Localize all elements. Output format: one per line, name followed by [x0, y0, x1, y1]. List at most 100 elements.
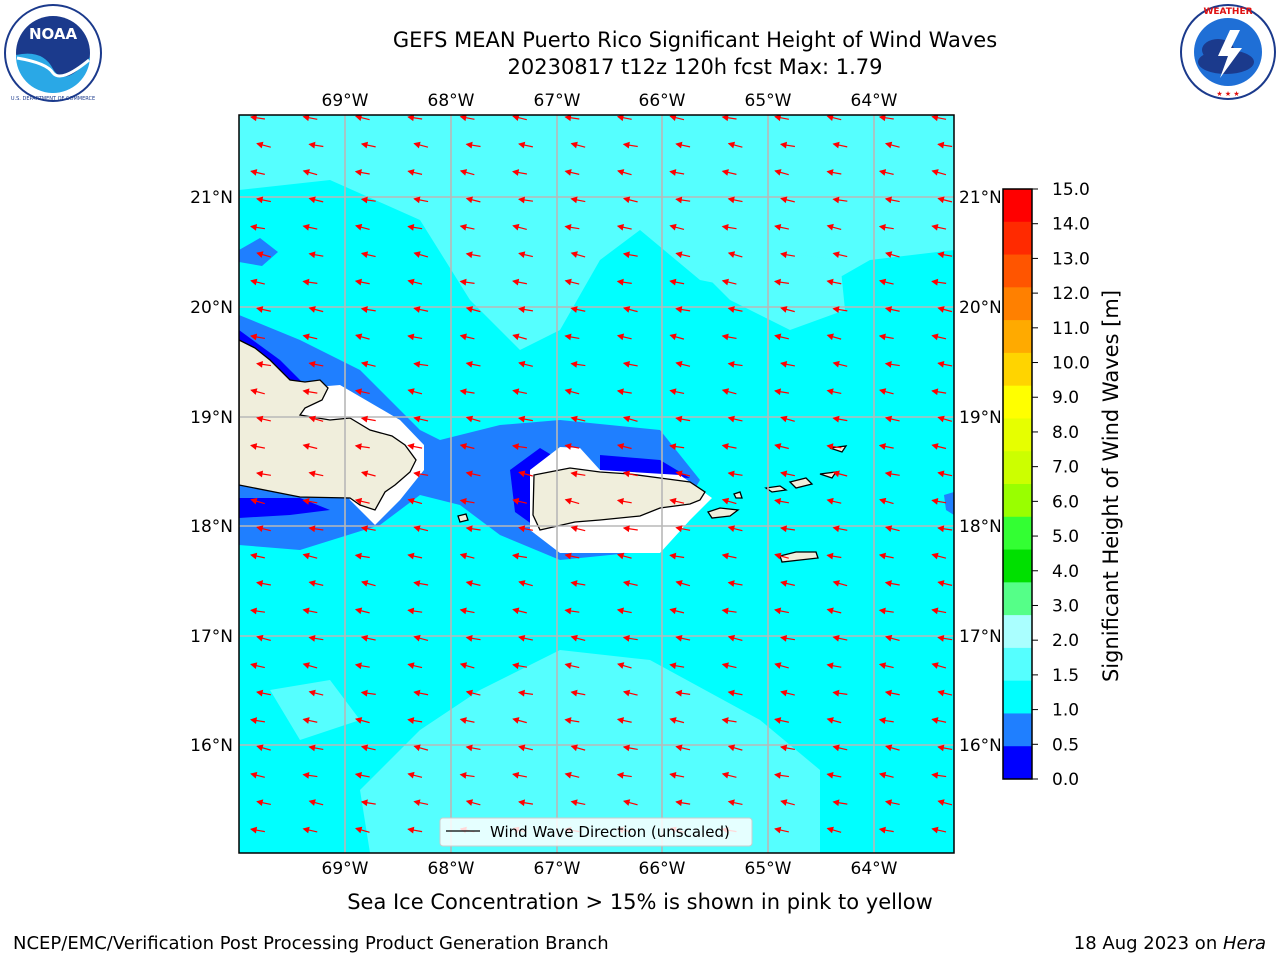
colorbar-tick-label: 7.0 [1052, 458, 1079, 478]
wave-direction-arrow [622, 196, 638, 204]
wave-direction-arrow [360, 799, 376, 807]
svg-text:WEATHER: WEATHER [1203, 7, 1252, 17]
wave-direction-arrow [413, 525, 429, 532]
lon-label: 67°W [534, 859, 581, 879]
wave-direction-arrow [616, 497, 632, 505]
wave-direction-arrow [780, 689, 795, 697]
wave-direction-arrow [622, 799, 638, 806]
wave-direction-arrow [407, 333, 423, 341]
wave-direction-arrow [884, 306, 900, 313]
wave-direction-arrow [465, 744, 481, 752]
wave-direction-arrow [308, 196, 324, 204]
wave-direction-arrow [354, 443, 370, 450]
wave-direction-arrow [832, 306, 848, 313]
wave-direction-arrow [878, 607, 894, 615]
lon-label: 66°W [639, 859, 686, 879]
wave-direction-arrow [459, 388, 475, 396]
wave-direction-arrow [302, 169, 318, 176]
wave-direction-arrow [465, 580, 481, 587]
wave-direction-arrow [878, 223, 894, 231]
wave-direction-arrow [774, 388, 790, 396]
colorbar-tick-label: 3.0 [1052, 596, 1079, 616]
wave-direction-arrow [256, 525, 271, 532]
wave-direction-arrow [512, 169, 527, 176]
legend-label: Wind Wave Direction (unscaled) [490, 823, 730, 841]
wave-direction-arrow [354, 223, 370, 231]
wave-direction-arrow [832, 360, 848, 368]
wave-direction-arrow [780, 744, 795, 752]
wave-direction-arrow [570, 361, 586, 368]
wave-direction-arrow [407, 662, 423, 669]
wave-direction-arrow [931, 443, 947, 450]
wave-direction-arrow [675, 580, 691, 587]
wave-direction-arrow [623, 415, 638, 423]
lat-label: 21°N [959, 188, 1000, 208]
wave-direction-arrow [727, 799, 743, 807]
wave-direction-arrow [407, 552, 423, 560]
wave-direction-arrow [774, 169, 789, 176]
wave-direction-arrow [780, 251, 795, 259]
footer-host: Hera [1222, 933, 1266, 954]
wave-direction-arrow [465, 196, 481, 204]
wave-direction-arrow [931, 772, 947, 779]
wave-direction-arrow [937, 251, 953, 259]
wave-direction-arrow [465, 799, 481, 806]
wave-direction-arrow [780, 634, 796, 642]
colorbar-segment [1003, 484, 1032, 518]
wave-direction-arrow [721, 497, 737, 505]
wave-direction-arrow [622, 251, 638, 259]
wave-direction-arrow [360, 141, 376, 149]
wave-direction-arrow [622, 360, 638, 368]
wave-direction-arrow [832, 196, 848, 204]
wave-direction-arrow [354, 771, 370, 779]
wave-direction-arrow [878, 115, 894, 122]
wave-direction-arrow [360, 470, 376, 478]
wave-direction-arrow [931, 662, 947, 669]
wave-direction-arrow [512, 771, 527, 779]
wave-direction-arrow [773, 278, 790, 286]
wave-direction-arrow [826, 443, 842, 450]
wave-direction-arrow [465, 470, 481, 478]
lat-label: 20°N [959, 298, 1000, 318]
wave-direction-arrow [250, 771, 265, 779]
wave-direction-arrow [721, 662, 737, 669]
colorbar-segment [1003, 516, 1032, 551]
wave-direction-arrow [721, 443, 737, 450]
wave-direction-arrow [308, 251, 324, 259]
wave-direction-arrow [250, 223, 266, 231]
wave-direction-arrow [570, 744, 586, 752]
wave-direction-arrow [884, 525, 900, 532]
wave-direction-arrow [721, 278, 737, 286]
wave-direction-arrow [459, 772, 475, 779]
colorbar-segment [1003, 647, 1032, 682]
lon-label: 65°W [745, 859, 792, 879]
wave-direction-arrow [518, 470, 533, 478]
colorbar-tick-label: 15.0 [1052, 180, 1090, 200]
wave-direction-arrow [360, 196, 376, 204]
wave-direction-arrow [616, 443, 632, 450]
wave-direction-arrow [931, 278, 947, 286]
wave-direction-arrow [407, 497, 423, 505]
nws-logo: WEATHER ★ ★ ★ [1180, 4, 1276, 100]
wave-direction-arrow [256, 196, 271, 204]
wave-direction-arrow [564, 552, 580, 560]
grid-lines [239, 115, 954, 853]
wave-direction-arrow [721, 552, 737, 560]
lon-label: 67°W [534, 91, 581, 111]
wave-direction-arrow [308, 634, 324, 642]
wave-direction-arrow [675, 415, 691, 423]
wave-direction-arrow [617, 169, 632, 176]
colorbar-tick-label: 8.0 [1052, 423, 1079, 443]
wave-direction-arrow [308, 141, 324, 149]
wave-direction-arrow [931, 552, 947, 560]
lon-label: 65°W [745, 91, 792, 111]
wave-direction-arrow [779, 525, 796, 533]
wave-direction-arrow [774, 115, 789, 122]
wave-direction-arrow [878, 771, 894, 779]
wave-direction-arrow [465, 415, 481, 423]
wave-direction-arrow [459, 443, 475, 450]
wave-direction-arrow [826, 717, 842, 724]
wave-direction-arrow [250, 169, 265, 176]
wave-direction-arrow [308, 415, 324, 423]
wave-direction-arrow [354, 552, 370, 560]
